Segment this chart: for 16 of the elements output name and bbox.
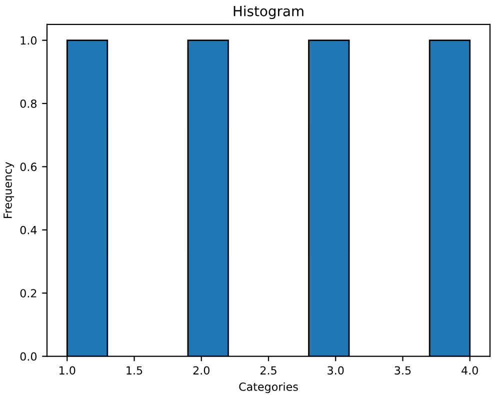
chart-title: Histogram [234, 6, 304, 20]
y-tick-label: 0.0 [20, 352, 37, 361]
x-tick-label: 2.5 [260, 366, 276, 375]
y-tick-label: 1.0 [20, 36, 37, 45]
x-tick-label: 1.0 [60, 366, 76, 375]
y-tick-label: 0.4 [20, 226, 37, 234]
x-tick-label: 3.5 [394, 366, 411, 375]
x-axis-title: Categories [239, 382, 298, 394]
x-tick-label: 3.0 [328, 366, 344, 375]
y-axis-title: Frequency [4, 162, 14, 218]
x-tick-label: 4.0 [462, 366, 478, 375]
y-tick-label: 0.6 [20, 162, 37, 172]
x-tick-label: 2.0 [193, 366, 210, 375]
y-tick-label: 0.2 [20, 289, 36, 298]
y-tick-label: 0.8 [20, 99, 37, 108]
x-tick-label: 1.5 [126, 366, 142, 375]
